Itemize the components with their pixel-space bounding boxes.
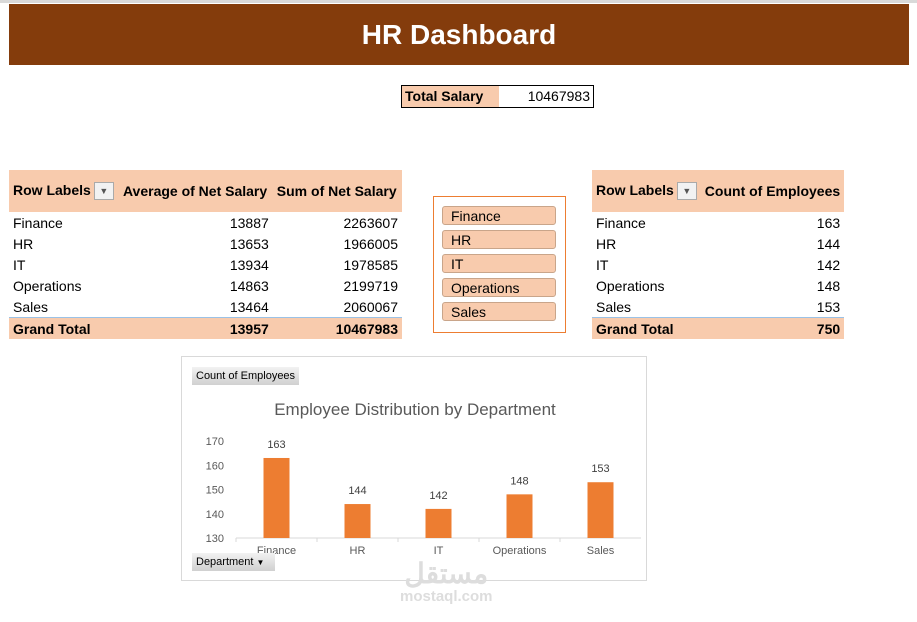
y-tick-label: 130 xyxy=(206,533,224,545)
row-labels-text: Row Labels xyxy=(13,181,91,198)
dashboard-title: HR Dashboard xyxy=(9,4,909,65)
table-cell: Grand Total xyxy=(9,317,119,339)
total-salary-label: Total Salary xyxy=(402,86,499,107)
table-cell: 13934 xyxy=(229,256,269,273)
table-cell: 148 xyxy=(816,277,841,294)
table-cell: 1978585 xyxy=(343,256,398,273)
axis-field-button[interactable]: Department ▼ xyxy=(192,553,275,571)
table-cell: 1966005 xyxy=(343,235,398,252)
grand-total-row: Grand Total 13957 10467983 xyxy=(9,317,402,339)
grand-total-row: Grand Total 750 xyxy=(592,317,845,339)
table-cell: 13653 xyxy=(229,235,269,252)
table-cell: IT xyxy=(596,256,609,273)
table-row: IT 13934 1978585 xyxy=(9,254,402,275)
table-cell: HR xyxy=(596,235,617,252)
table-cell: 750 xyxy=(700,317,845,339)
slicer-item[interactable]: Operations xyxy=(442,278,556,297)
total-salary-value: 10467983 xyxy=(527,88,590,104)
row-labels-header[interactable]: Row Labels ▼ xyxy=(9,170,119,212)
bar-finance xyxy=(263,457,290,538)
row-labels-header[interactable]: Row Labels ▼ xyxy=(592,170,701,212)
count-pivot-table: Row Labels ▼ Count of Employees Finance 16… xyxy=(592,170,845,339)
slicer-item[interactable]: IT xyxy=(442,254,556,273)
y-tick-label: 160 xyxy=(206,460,224,472)
table-cell: Operations xyxy=(596,277,665,294)
table-cell: Finance xyxy=(596,214,646,231)
department-slicer: Finance HR IT Operations Sales xyxy=(433,196,566,333)
table-cell: 163 xyxy=(816,214,841,231)
filter-dropdown-icon[interactable]: ▼ xyxy=(676,182,697,201)
y-tick-label: 140 xyxy=(206,509,224,521)
table-cell: 10467983 xyxy=(272,317,402,339)
table-cell: 13464 xyxy=(229,298,269,315)
pivot-chart: Employee Distribution by Department 130 14… xyxy=(181,356,647,581)
table-cell: 2199719 xyxy=(343,277,398,294)
value-field-button[interactable]: Count of Employees xyxy=(192,367,300,385)
axis-field-label: Department xyxy=(196,556,254,568)
y-tick-label: 170 xyxy=(206,436,224,448)
chart-title: Employee Distribution by Department xyxy=(274,400,556,419)
bar-it xyxy=(425,508,452,538)
table-cell: 144 xyxy=(816,235,841,252)
sum-salary-header: Sum of Net Salary xyxy=(272,170,402,212)
table-cell: Sales xyxy=(13,298,49,315)
table-cell: Sales xyxy=(596,298,632,315)
table-row: Operations 148 xyxy=(592,275,844,296)
row-labels-text: Row Labels xyxy=(596,181,674,198)
data-label: 153 xyxy=(591,463,609,475)
x-tick-label: HR xyxy=(350,545,366,557)
slicer-item[interactable]: Sales xyxy=(442,302,556,321)
total-salary-card: Total Salary 10467983 xyxy=(401,85,594,108)
filter-dropdown-icon[interactable]: ▼ xyxy=(93,182,114,201)
y-tick-label: 150 xyxy=(206,485,224,497)
table-cell: HR xyxy=(13,235,34,252)
slicer-item[interactable]: Finance xyxy=(442,206,556,225)
table-cell: Grand Total xyxy=(592,317,701,339)
table-cell: 2060067 xyxy=(343,298,398,315)
table-cell: 14863 xyxy=(229,277,269,294)
table-row: HR 144 xyxy=(592,233,844,254)
bar-operations xyxy=(506,494,533,538)
x-tick-label: IT xyxy=(434,545,444,557)
table-row: IT 142 xyxy=(592,254,844,275)
table-cell: 2263607 xyxy=(343,214,398,231)
table-cell: Finance xyxy=(13,214,63,231)
table-row: Sales 153 xyxy=(592,296,844,318)
column-header-strip xyxy=(0,0,917,3)
table-cell: 13887 xyxy=(229,214,269,231)
salary-pivot-table: Row Labels ▼ Average of Net Salary Sum of… xyxy=(9,170,402,339)
chart-svg: Employee Distribution by Department 130 14… xyxy=(206,400,641,557)
dropdown-icon[interactable]: ▼ xyxy=(256,558,265,567)
table-cell: 142 xyxy=(816,256,841,273)
table-row: Operations 14863 2199719 xyxy=(9,275,402,296)
data-label: 144 xyxy=(348,485,366,497)
watermark-logo: مستقل mostaql.com xyxy=(400,558,493,606)
slicer-item[interactable]: HR xyxy=(442,230,556,249)
table-cell: IT xyxy=(13,256,26,273)
table-cell: Operations xyxy=(13,277,82,294)
data-label: 142 xyxy=(429,490,447,502)
bar-hr xyxy=(344,504,371,538)
avg-salary-header: Average of Net Salary xyxy=(118,170,273,212)
table-row: Finance 163 xyxy=(592,212,844,233)
count-header: Count of Employees xyxy=(700,170,845,212)
table-row: Finance 13887 2263607 xyxy=(9,212,402,233)
data-label: 148 xyxy=(510,475,528,487)
x-tick-label: Operations xyxy=(493,545,547,557)
bar-sales xyxy=(587,482,614,538)
table-cell: 153 xyxy=(816,298,841,315)
x-tick-label: Sales xyxy=(587,545,615,557)
table-row: Sales 13464 2060067 xyxy=(9,296,402,318)
table-cell: 13957 xyxy=(118,317,273,339)
table-row: HR 13653 1966005 xyxy=(9,233,402,254)
data-label: 163 xyxy=(267,439,285,451)
